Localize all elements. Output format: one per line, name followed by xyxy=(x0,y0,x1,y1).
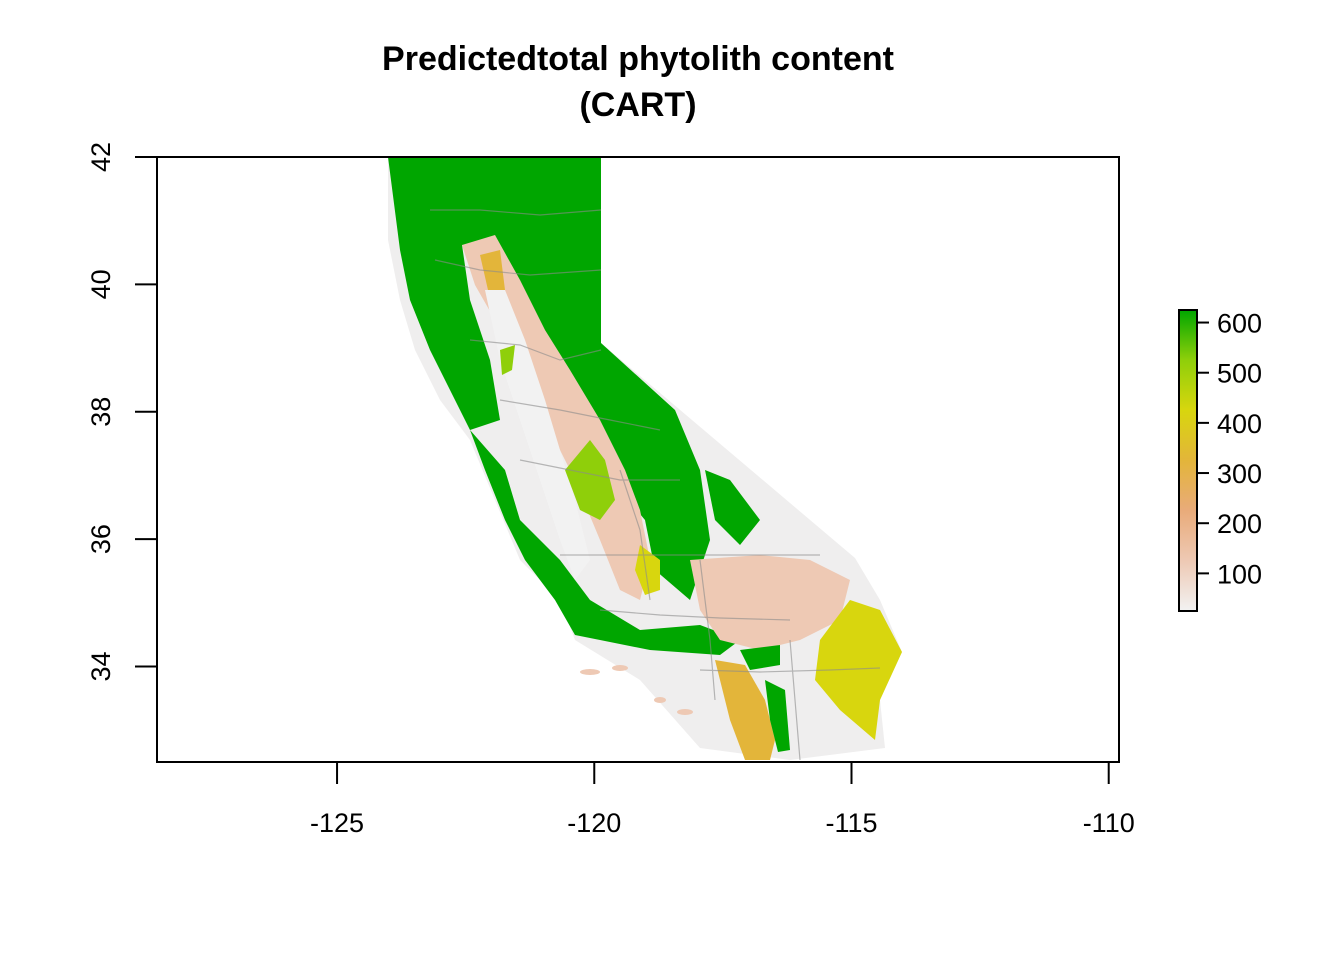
south-coast-orange xyxy=(715,660,775,760)
legend-tick-label: 400 xyxy=(1217,409,1262,439)
y-tick-label: 42 xyxy=(86,142,116,172)
x-tick-label: -120 xyxy=(567,808,621,838)
south-green-mountains xyxy=(765,680,790,752)
x-tick-label: -125 xyxy=(310,808,364,838)
y-tick-label: 38 xyxy=(86,397,116,427)
x-axis: -125 -120 -115 -110 xyxy=(310,761,1135,838)
mojave-pink xyxy=(690,555,850,650)
x-tick-label: -110 xyxy=(1083,808,1135,838)
county-boundaries xyxy=(430,209,881,761)
legend-colorbar xyxy=(1178,309,1198,612)
legend-tick-label: 100 xyxy=(1217,559,1262,589)
legend-tick-label: 600 xyxy=(1217,309,1262,339)
chart-title: Predictedtotal phytolith content xyxy=(382,40,894,78)
yellow-pocket-north xyxy=(480,250,505,290)
y-tick-label: 40 xyxy=(86,269,116,299)
san-bernardino-green xyxy=(740,645,780,670)
y-tick-label: 34 xyxy=(86,651,116,681)
california-raster xyxy=(388,157,902,761)
southeast-yellow-desert xyxy=(815,600,902,740)
yellow-pocket-south-valley xyxy=(635,545,660,595)
yellow-green-patch xyxy=(565,440,615,520)
y-tick-label: 36 xyxy=(86,524,116,554)
yellow-green-strip xyxy=(500,345,515,375)
y-axis: 34 36 38 40 42 xyxy=(86,142,158,681)
chart-subtitle: (CART) xyxy=(579,86,696,124)
legend-tick-label: 500 xyxy=(1217,359,1262,389)
eastern-sierra-green xyxy=(705,470,760,545)
channel-island xyxy=(580,669,600,675)
legend-tick-label: 200 xyxy=(1217,509,1262,539)
color-legend: 100 200 300 400 500 600 xyxy=(1178,309,1262,612)
channel-island xyxy=(612,665,628,671)
channel-island xyxy=(654,697,666,703)
x-tick-label: -115 xyxy=(825,808,877,838)
legend-tick-label: 300 xyxy=(1217,459,1262,489)
channel-island xyxy=(677,709,693,715)
legend-ticks: 100 200 300 400 500 600 xyxy=(1197,309,1262,589)
